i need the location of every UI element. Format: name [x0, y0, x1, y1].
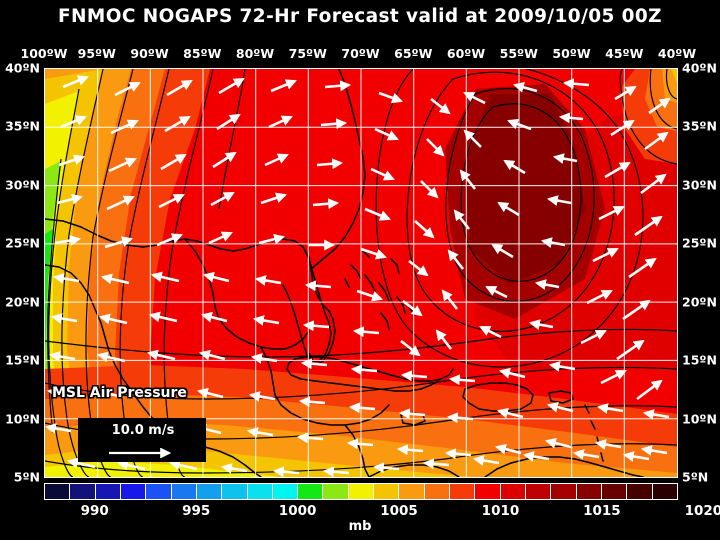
pressure-colorbar	[44, 483, 678, 500]
colorbar-tick-label: 1005	[380, 503, 418, 519]
lat-tick-label-right: 15ºN	[682, 352, 717, 368]
map-canvas	[45, 69, 677, 477]
lat-tick-label-right: 20ºN	[682, 294, 717, 310]
wind-scale-value: 10.0 m/s	[111, 423, 175, 438]
lat-tick-label-left: 10ºN	[5, 411, 40, 427]
colorbar-segment	[70, 484, 96, 499]
lat-tick-label-left: 15ºN	[5, 352, 40, 368]
colorbar-segment	[45, 484, 71, 499]
lat-tick-label-right: 35ºN	[682, 118, 717, 134]
lon-tick-label: 100ºW	[20, 46, 68, 61]
wind-scale-arrow-icon	[109, 448, 172, 458]
field-label: MSL Air Pressure	[52, 385, 187, 401]
colorbar-segment	[652, 484, 677, 499]
colorbar-segment	[272, 484, 299, 499]
colorbar-segment	[348, 484, 375, 499]
lat-tick-label-left: 5ºN	[13, 469, 40, 485]
lat-tick-label-left: 20ºN	[5, 294, 40, 310]
colorbar-tick-label: 1010	[481, 503, 520, 519]
colorbar-segment	[500, 484, 526, 499]
colorbar-tick-label: 1000	[278, 503, 317, 519]
lat-tick-label-left: 25ºN	[5, 235, 40, 251]
colorbar-tick-label: 990	[80, 503, 109, 519]
colorbar-segment	[298, 484, 324, 499]
lat-tick-label-right: 30ºN	[682, 177, 717, 193]
lat-tick-label-right: 5ºN	[682, 469, 709, 485]
lon-tick-label: 80ºW	[235, 46, 275, 61]
lon-tick-label: 90ºW	[130, 46, 169, 61]
lat-tick-label-right: 40ºN	[682, 60, 717, 76]
wind-scale-legend: 10.0 m/s	[78, 418, 206, 462]
colorbar-segment	[551, 484, 577, 499]
map-gridlines	[45, 69, 677, 477]
lon-tick-label: 50ºW	[552, 46, 591, 61]
colorbar-segment	[171, 484, 197, 499]
colorbar-segment	[475, 484, 501, 499]
lat-tick-label-right: 25ºN	[682, 235, 717, 251]
map-plot-area	[44, 68, 678, 478]
page-title: FNMOC NOGAPS 72-Hr Forecast valid at 200…	[58, 6, 662, 27]
lon-tick-label: 60ºW	[446, 46, 486, 61]
lon-tick-label: 55ºW	[499, 46, 538, 61]
lon-tick-label: 65ºW	[394, 46, 433, 61]
lon-tick-label: 45ºW	[605, 46, 644, 61]
colorbar-segment	[247, 484, 273, 499]
lon-tick-label: 40ºW	[657, 46, 697, 61]
lon-tick-label: 95ºW	[77, 46, 116, 61]
colorbar-segment	[627, 484, 653, 499]
colorbar-segment	[374, 484, 400, 499]
colorbar-tick-label: 1015	[583, 503, 621, 519]
lon-tick-label: 85ºW	[183, 46, 222, 61]
lat-tick-label-left: 35ºN	[5, 118, 40, 134]
colorbar-segment	[576, 484, 602, 499]
colorbar-segment	[196, 484, 223, 499]
colorbar-tick-label: 1020	[684, 503, 720, 519]
colorbar-segment	[95, 484, 121, 499]
colorbar-segment	[525, 484, 552, 499]
colorbar-segment	[601, 484, 628, 499]
colorbar-segment	[222, 484, 248, 499]
colorbar-unit-label: mb	[348, 519, 372, 534]
lat-tick-label-left: 30ºN	[5, 177, 40, 193]
colorbar-segment	[450, 484, 476, 499]
lat-tick-label-left: 40ºN	[5, 60, 40, 76]
lon-tick-label: 75ºW	[288, 46, 327, 61]
colorbar-segment	[323, 484, 349, 499]
colorbar-segment	[146, 484, 172, 499]
colorbar-segment	[399, 484, 425, 499]
colorbar-segment	[120, 484, 147, 499]
colorbar-segment	[424, 484, 450, 499]
lon-tick-label: 70ºW	[341, 46, 380, 61]
colorbar-tick-label: 995	[182, 503, 211, 519]
lat-tick-label-right: 10ºN	[682, 411, 717, 427]
